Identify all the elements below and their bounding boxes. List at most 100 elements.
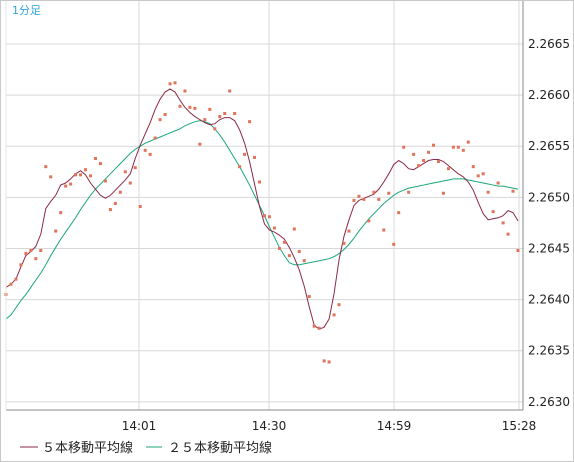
price-point [417, 164, 421, 168]
price-point [9, 282, 13, 286]
price-point [143, 148, 147, 152]
ma5-series [5, 88, 519, 330]
price-point [451, 145, 455, 149]
price-point [441, 191, 445, 195]
price-point [337, 303, 341, 307]
price-point [84, 168, 88, 172]
grid [6, 0, 523, 410]
price-point [113, 201, 117, 205]
price-point [516, 249, 520, 252]
y-tick-label: 2.2655 [528, 139, 570, 153]
y-tick-labels: 2.2665 2.2660 2.2655 2.2650 2.2645 2.2640 2.26… [528, 37, 570, 409]
price-point [59, 211, 63, 215]
price-point [491, 210, 495, 214]
price-point [486, 190, 490, 194]
price-point [14, 277, 18, 281]
price-point [243, 152, 247, 156]
price-point [163, 113, 167, 117]
legend-label-ma5: ５本移動平均線 [42, 440, 133, 456]
price-point [292, 227, 296, 231]
price-point [193, 106, 197, 110]
price-point [198, 142, 202, 146]
price-point [128, 181, 132, 185]
price-point [29, 249, 33, 252]
price-point [272, 226, 276, 230]
price-point [233, 111, 237, 115]
x-tick-label: 15:28 [502, 419, 537, 433]
price-point [287, 254, 291, 258]
price-point [446, 167, 450, 171]
price-point [461, 148, 465, 152]
price-point [312, 324, 316, 328]
price-point [436, 160, 440, 164]
price-point [332, 313, 336, 317]
ma5-line [5, 88, 519, 330]
price-points [4, 81, 520, 364]
price-point [98, 162, 102, 166]
price-point [223, 111, 227, 115]
price-point [496, 181, 500, 185]
y-tick-label: 2.2630 [528, 395, 570, 409]
price-point [407, 190, 411, 194]
price-point [133, 166, 137, 170]
x-tick-label: 14:01 [122, 419, 157, 433]
x-tick-label: 14:59 [377, 419, 412, 433]
price-point [44, 165, 48, 169]
timeframe-label: 1分足 [12, 4, 41, 17]
price-point [397, 211, 401, 215]
price-point [327, 360, 331, 364]
price-point [34, 257, 38, 261]
price-point [103, 179, 107, 183]
price-point [352, 198, 356, 202]
price-point [506, 232, 510, 236]
plot-area [6, 0, 523, 410]
price-point [357, 194, 361, 198]
legend: ５本移動平均線 ２５本移動平均線 [20, 440, 272, 456]
price-point [173, 81, 177, 85]
price-point [392, 242, 396, 246]
price-point [74, 173, 78, 177]
y-tick-label: 2.2635 [528, 344, 570, 358]
price-point [39, 249, 43, 252]
x-tick-labels: 14:01 14:30 14:59 15:28 [122, 419, 537, 433]
price-point [188, 105, 192, 109]
price-point [377, 197, 381, 201]
price-point [511, 189, 515, 193]
y-tick-label: 2.2640 [528, 293, 570, 307]
price-point [54, 229, 58, 233]
price-point [218, 115, 222, 119]
price-point [387, 191, 391, 195]
price-point [476, 174, 480, 178]
price-point [208, 107, 212, 111]
price-point [158, 118, 162, 122]
price-point [183, 89, 187, 93]
price-point [168, 82, 172, 86]
price-point [138, 205, 142, 209]
price-point [422, 159, 426, 163]
price-point [302, 259, 306, 263]
price-point [178, 104, 182, 108]
ma25-line [5, 120, 519, 320]
price-point [347, 229, 351, 233]
price-point [108, 208, 112, 212]
price-point [79, 173, 83, 177]
price-point [382, 228, 386, 232]
y-tick-label: 2.2650 [528, 190, 570, 204]
price-point [258, 180, 262, 184]
price-point [317, 326, 321, 330]
y-tick-label: 2.2665 [528, 37, 570, 51]
x-tick-label: 14:30 [252, 419, 287, 433]
price-point [372, 190, 376, 194]
price-point [19, 263, 23, 267]
price-point [248, 120, 252, 124]
price-point [148, 152, 152, 156]
price-point [367, 219, 371, 223]
price-point [501, 221, 505, 225]
price-point [153, 136, 157, 140]
price-point [93, 156, 97, 160]
price-point [24, 252, 28, 256]
price-point [362, 197, 366, 201]
